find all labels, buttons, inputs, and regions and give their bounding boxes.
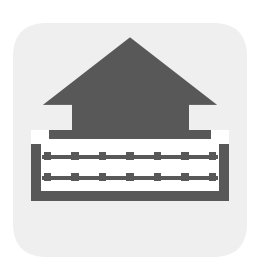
Bar: [42, 176, 218, 179]
Bar: [72, 130, 188, 139]
Bar: [31, 130, 49, 144]
Bar: [209, 173, 216, 181]
Bar: [72, 104, 188, 134]
Bar: [44, 173, 51, 181]
Bar: [41, 139, 219, 191]
Bar: [181, 153, 189, 160]
Bar: [44, 153, 51, 160]
Bar: [154, 173, 161, 181]
Bar: [181, 173, 189, 181]
Bar: [71, 173, 79, 181]
Bar: [211, 130, 229, 144]
Bar: [99, 153, 106, 160]
Bar: [31, 192, 229, 201]
Bar: [31, 130, 229, 201]
Bar: [209, 153, 216, 160]
Bar: [126, 153, 134, 160]
Bar: [154, 153, 161, 160]
Bar: [42, 155, 218, 159]
Bar: [126, 173, 134, 181]
Bar: [99, 173, 106, 181]
Bar: [71, 153, 79, 160]
FancyBboxPatch shape: [13, 23, 247, 257]
Polygon shape: [43, 37, 217, 105]
